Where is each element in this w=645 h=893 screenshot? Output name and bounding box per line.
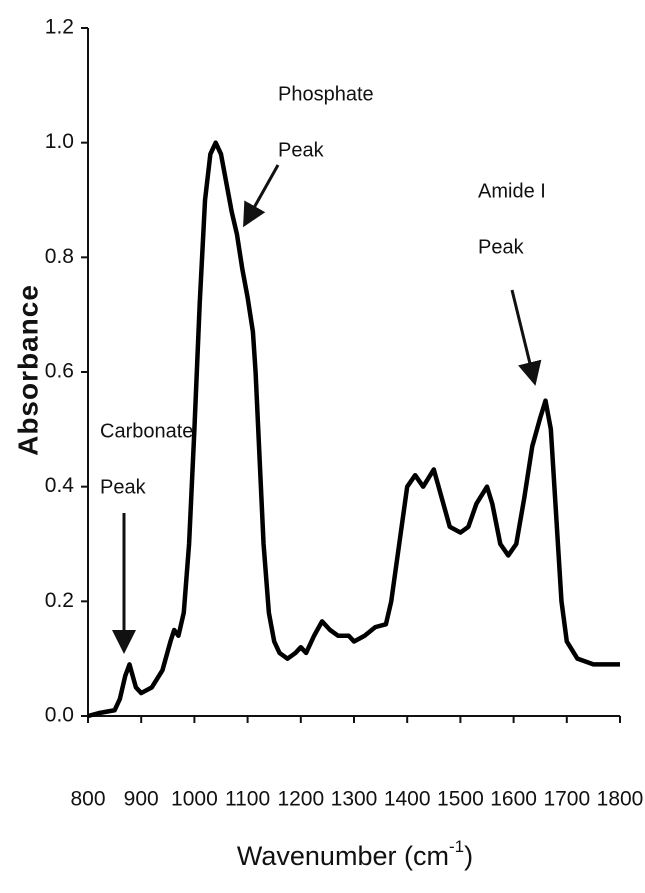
x-tick-label: 1300 <box>331 788 378 811</box>
x-tick-label: 1100 <box>225 788 270 811</box>
x-tick-label: 1700 <box>543 788 590 811</box>
annotation: Amide I <box>478 180 546 202</box>
annotation-arrow <box>510 289 542 386</box>
y-tick-label: 0.6 <box>45 360 74 383</box>
y-tick-label: 0.8 <box>45 245 74 268</box>
y-tick-label: 1.2 <box>45 16 74 39</box>
x-axis-label: Wavenumber (cm-1) <box>237 837 473 871</box>
x-tick-label: 1200 <box>277 788 324 811</box>
x-tick-label: 1600 <box>490 788 537 811</box>
annotation: Peak <box>478 236 525 258</box>
annotation: Peak <box>278 139 325 161</box>
x-label-text: Wavenumber (cm <box>237 841 449 871</box>
x-label-superscript: -1 <box>449 837 464 856</box>
x-label-suffix: ) <box>464 841 473 871</box>
spectrum-line <box>87 140 620 719</box>
annotation-arrow <box>243 164 280 228</box>
y-tick-label: 0.0 <box>45 704 74 727</box>
annotation: Phosphate <box>278 83 374 105</box>
x-tick-label: 1000 <box>171 788 218 811</box>
y-tick-label: 0.2 <box>45 589 74 612</box>
annotation: Peak <box>100 476 147 498</box>
x-tick-label: 1400 <box>384 788 431 811</box>
x-tick-label: 1800 <box>597 788 644 811</box>
y-tick-label: 1.0 <box>45 130 74 153</box>
x-tick-label: 800 <box>70 788 105 811</box>
y-tick-label: 0.4 <box>45 474 75 497</box>
x-tick-label: 1500 <box>437 788 484 811</box>
annotation: Carbonate <box>100 420 193 442</box>
x-tick-label: 900 <box>124 788 159 811</box>
y-axis-label: Absorbance <box>12 284 43 456</box>
